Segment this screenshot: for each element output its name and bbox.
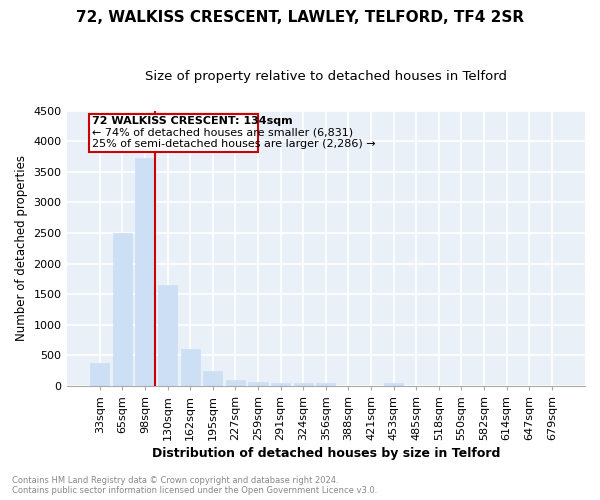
- Y-axis label: Number of detached properties: Number of detached properties: [15, 155, 28, 341]
- Text: 25% of semi-detached houses are larger (2,286) →: 25% of semi-detached houses are larger (…: [92, 139, 376, 149]
- Bar: [293, 383, 313, 386]
- Text: 72 WALKISS CRESCENT: 134sqm: 72 WALKISS CRESCENT: 134sqm: [92, 116, 293, 126]
- Bar: [203, 371, 223, 386]
- Bar: [271, 383, 290, 386]
- Bar: [181, 349, 200, 386]
- X-axis label: Distribution of detached houses by size in Telford: Distribution of detached houses by size …: [152, 447, 500, 460]
- FancyBboxPatch shape: [89, 114, 259, 152]
- Bar: [384, 383, 403, 386]
- Title: Size of property relative to detached houses in Telford: Size of property relative to detached ho…: [145, 70, 507, 83]
- Bar: [90, 362, 109, 386]
- Bar: [248, 382, 268, 386]
- Bar: [113, 233, 132, 386]
- Bar: [226, 380, 245, 386]
- Text: Contains HM Land Registry data © Crown copyright and database right 2024.
Contai: Contains HM Land Registry data © Crown c…: [12, 476, 377, 495]
- Bar: [158, 285, 177, 386]
- Text: ← 74% of detached houses are smaller (6,831): ← 74% of detached houses are smaller (6,…: [92, 128, 353, 138]
- Text: 72, WALKISS CRESCENT, LAWLEY, TELFORD, TF4 2SR: 72, WALKISS CRESCENT, LAWLEY, TELFORD, T…: [76, 10, 524, 25]
- Bar: [316, 383, 335, 386]
- Bar: [136, 158, 155, 386]
